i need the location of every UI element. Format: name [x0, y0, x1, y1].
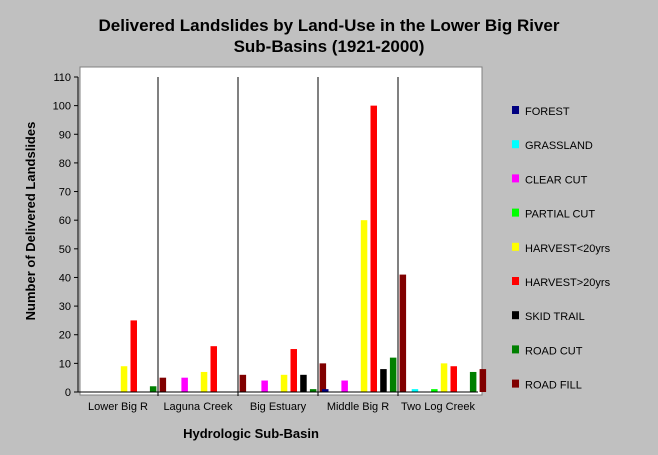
x-tick-label: Big Estuary — [250, 401, 307, 413]
bar — [130, 320, 137, 392]
plot-frame — [79, 66, 483, 396]
y-tick-label: 70 — [59, 187, 71, 199]
legend-swatch — [512, 174, 519, 183]
x-tick-label: Lower Big R — [88, 401, 148, 413]
bar — [440, 363, 448, 392]
legend-label: SKID TRAIL — [525, 311, 585, 323]
bar — [300, 374, 307, 392]
bar — [399, 274, 407, 392]
legend-label: CLEAR CUT — [525, 174, 588, 186]
legend-swatch — [512, 379, 519, 388]
legend-swatch — [512, 311, 519, 320]
bar — [360, 220, 368, 392]
y-axis-title: Number of Delivered Landslides — [23, 122, 38, 321]
bar — [411, 389, 419, 392]
legend-swatch — [512, 277, 519, 285]
legend-swatch — [512, 106, 519, 114]
bar — [290, 349, 297, 392]
legend-swatch — [512, 345, 519, 354]
legend: FOREST GRASSLAND CLEAR CUT PARTIAL CUT HARVE… — [512, 106, 611, 392]
bar — [389, 357, 397, 392]
bar — [181, 377, 188, 392]
y-tick-label: 40 — [59, 272, 71, 284]
bar — [239, 374, 247, 392]
y-tick-label: 50 — [59, 244, 71, 256]
x-tick-label: Laguna Creek — [163, 401, 233, 413]
y-tick-label: 60 — [59, 215, 71, 227]
bar — [261, 380, 268, 392]
legend-swatch — [512, 140, 519, 149]
bar — [280, 374, 288, 392]
y-tick-label: 0 — [65, 387, 71, 399]
legend-label: ROAD CUT — [525, 345, 583, 357]
chart-title-line2: Sub-Basins (1921-2000) — [233, 37, 425, 56]
y-tick-label: 20 — [59, 330, 71, 342]
bar — [322, 389, 329, 392]
plot-area: 0 10 20 30 40 50 60 70 80 90 100 110 Lower Big R Lagu… — [53, 72, 487, 413]
y-tick-label: 90 — [59, 129, 71, 141]
chart-title: Delivered Landslides by Land-Use in the … — [0, 15, 658, 57]
bar — [159, 377, 167, 392]
y-tick-label: 30 — [59, 301, 71, 313]
legend-label: HARVEST>20yrs — [525, 277, 611, 289]
bar — [210, 346, 217, 392]
bar — [149, 386, 157, 392]
x-tick-label: Middle Big R — [327, 401, 389, 413]
legend-label: PARTIAL CUT — [525, 209, 595, 221]
bar — [469, 371, 477, 392]
y-tick-label: 80 — [59, 158, 71, 170]
chart-title-line1: Delivered Landslides by Land-Use in the … — [98, 16, 560, 35]
legend-swatch — [512, 208, 519, 217]
bar — [309, 389, 317, 392]
x-axis-title: Hydrologic Sub-Basin — [183, 426, 319, 441]
legend-label: FOREST — [525, 106, 570, 118]
legend-swatch — [512, 242, 519, 251]
bar — [479, 369, 487, 392]
bar — [200, 371, 208, 392]
bar — [319, 363, 327, 392]
y-tick-label: 10 — [59, 358, 71, 370]
bar — [380, 369, 387, 392]
bar — [120, 366, 128, 392]
bar — [341, 380, 348, 392]
bar — [450, 366, 457, 392]
legend-label: ROAD FILL — [525, 380, 582, 392]
bar — [370, 105, 377, 393]
legend-label: HARVEST<20yrs — [525, 243, 611, 255]
legend-label: GRASSLAND — [525, 140, 593, 152]
x-tick-label: Two Log Creek — [401, 401, 475, 413]
y-tick-label: 110 — [53, 72, 71, 84]
y-tick-label: 100 — [53, 101, 71, 113]
bar — [431, 389, 438, 392]
